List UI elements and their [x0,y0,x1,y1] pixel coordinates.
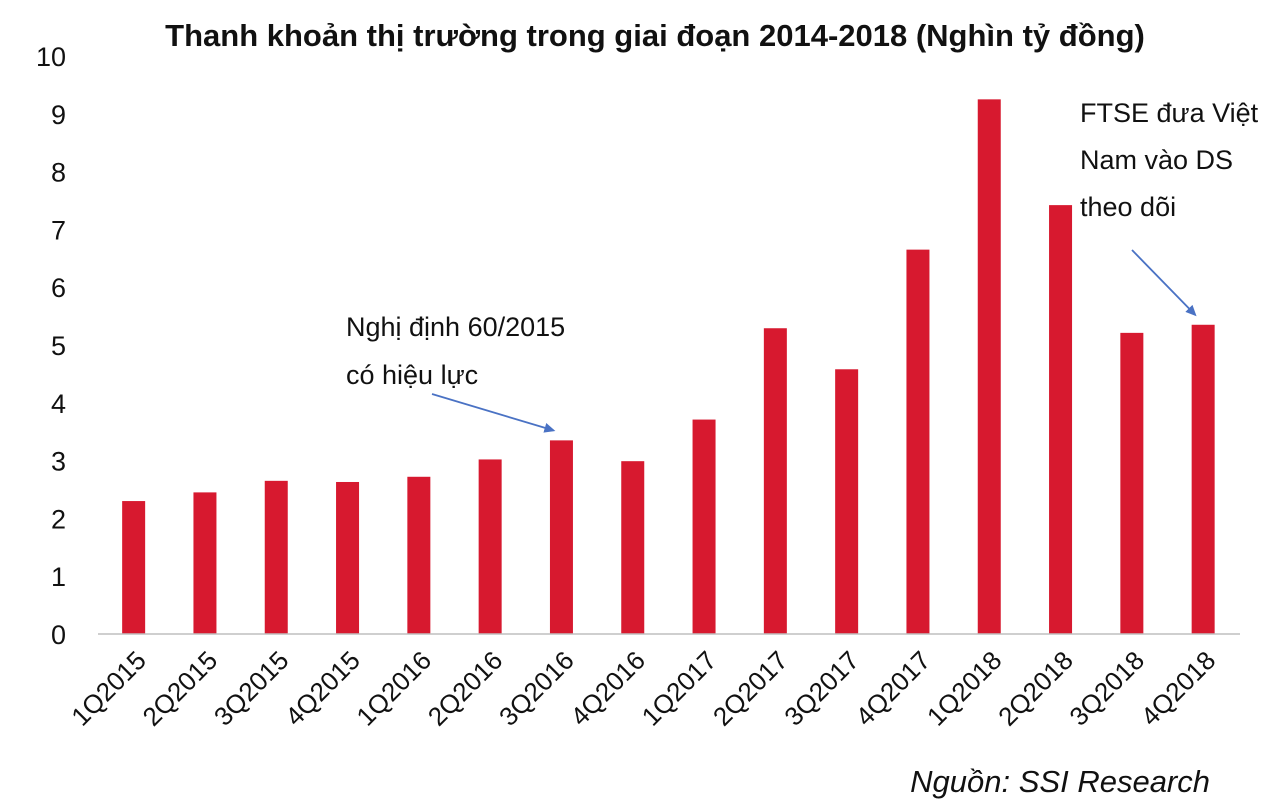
y-tick-label: 8 [51,158,66,188]
x-tick-label: 1Q2015 [65,645,152,732]
x-tick-label: 2Q2015 [137,645,224,732]
x-tick-label: 1Q2016 [350,645,437,732]
bar-2q2016 [478,459,502,634]
y-tick-label: 7 [51,215,66,245]
x-tick-label: 4Q2017 [850,645,937,732]
y-tick-label: 9 [51,100,66,130]
annotation-nghi-dinh-arrow [431,393,556,433]
annotation-ftse-line: FTSE đưa Việt [1080,98,1259,128]
x-tick-label: 3Q2015 [208,645,295,732]
annotation-ftse-line: theo dõi [1080,192,1176,222]
y-tick-label: 3 [51,447,66,477]
bar-3q2016 [549,440,573,634]
x-tick-label: 4Q2015 [279,645,366,732]
bar-3q2018 [1120,332,1144,634]
source-note: Nguồn: SSI Research [910,764,1210,799]
bar-3q2015 [264,480,288,634]
annotation-nghi-dinh-line: Nghị định 60/2015 [346,312,565,342]
x-tick-label: 3Q2016 [493,645,580,732]
bar-3q2017 [835,369,859,634]
y-axis: 0 1 2 3 4 5 6 7 8 9 10 [36,42,66,650]
bar-1q2018 [977,99,1001,635]
x-tick-label: 2Q2018 [992,645,1079,732]
bar-4q2017 [906,249,930,634]
annotation-nghi-dinh-line: có hiệu lực [346,360,478,390]
bar-1q2015 [122,501,146,634]
y-tick-label: 5 [51,331,66,361]
annotation-ftse-arrow [1131,249,1197,317]
y-tick-label: 6 [51,273,66,303]
x-tick-label: 1Q2018 [921,645,1008,732]
bar-4q2018 [1191,324,1215,634]
bar-1q2017 [692,419,716,634]
x-tick-label: 4Q2016 [564,645,651,732]
chart-title: Thanh khoản thị trường trong giai đoạn 2… [165,18,1145,53]
x-tick-label: 3Q2018 [1063,645,1150,732]
bar-2q2015 [193,492,217,634]
annotation-ftse-line: Nam vào DS [1080,145,1233,175]
x-tick-label: 2Q2017 [707,645,794,732]
bar-2q2018 [1049,205,1073,634]
x-tick-label: 4Q2018 [1135,645,1222,732]
bars [122,99,1215,635]
y-tick-label: 10 [36,42,66,72]
bar-2q2017 [763,328,787,634]
x-tick-label: 3Q2017 [778,645,865,732]
y-tick-label: 1 [51,562,66,592]
bar-4q2015 [336,481,360,634]
y-tick-label: 4 [51,389,66,419]
x-tick-label: 1Q2017 [636,645,723,732]
bar-4q2016 [621,461,645,634]
bar-1q2016 [407,476,431,634]
x-tick-label: 2Q2016 [422,645,509,732]
annotations: Nghị định 60/2015 có hiệu lực FTSE đưa Việ… [346,98,1259,433]
y-tick-label: 0 [51,620,66,650]
x-axis: 1Q20152Q20153Q20154Q20151Q20162Q20163Q20… [65,645,1221,732]
y-tick-label: 2 [51,504,66,534]
